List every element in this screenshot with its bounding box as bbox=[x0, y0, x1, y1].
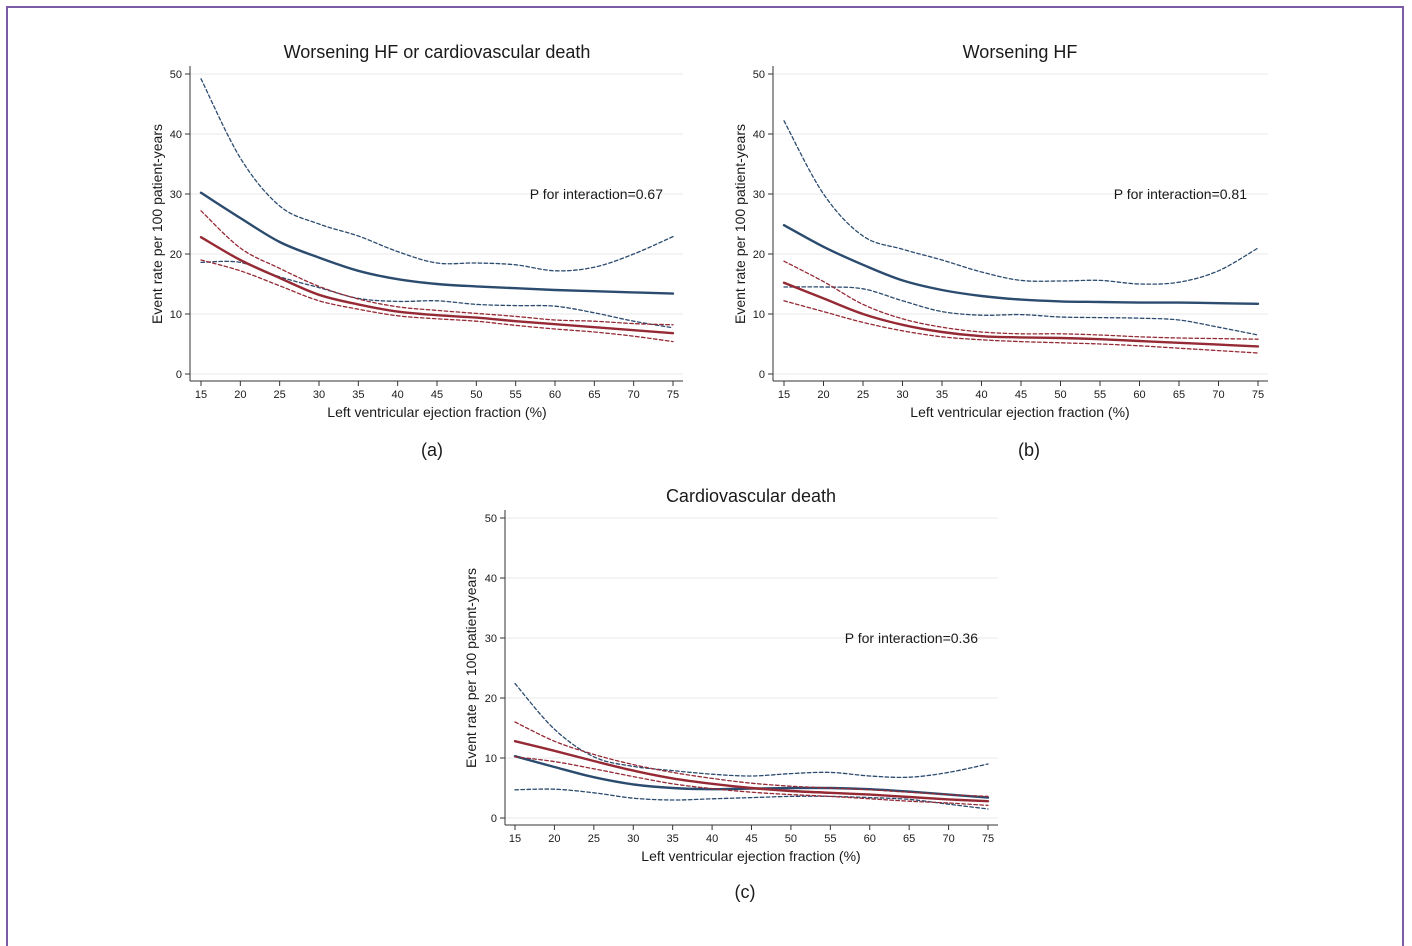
panel-a-caption: (a) bbox=[421, 440, 443, 460]
panel-a-y-tick-label: 10 bbox=[170, 309, 182, 321]
panel-a-series-ci-line bbox=[200, 260, 674, 329]
panel-c-x-tick-label: 45 bbox=[745, 833, 757, 845]
panel-b-x-tick-label: 20 bbox=[817, 389, 829, 401]
panel-c-x-tick-label: 40 bbox=[706, 833, 718, 845]
panel-b-x-tick-label: 30 bbox=[896, 389, 908, 401]
panel-a-y-tick-label: 20 bbox=[170, 249, 182, 261]
panel-c-x-tick-label: 35 bbox=[667, 833, 679, 845]
panel-b-annotation: P for interaction=0.81 bbox=[1114, 186, 1247, 202]
panel-b-y-tick-label: 10 bbox=[753, 309, 765, 321]
panel-c-series-ci-line bbox=[514, 682, 989, 779]
panel-c-y-tick-label: 30 bbox=[485, 633, 497, 645]
panel-c-series-estimate-line bbox=[513, 740, 990, 803]
panel-b-ylabel: Event rate per 100 patient-years bbox=[732, 124, 748, 324]
panel-a-x-tick-label: 55 bbox=[510, 389, 522, 401]
panel-a-y-tick-label: 0 bbox=[176, 369, 182, 381]
panel-b-y-tick-label: 40 bbox=[753, 129, 765, 141]
panel-c-y-tick-label: 50 bbox=[485, 513, 497, 525]
panel-a-y-tick-label: 50 bbox=[170, 69, 182, 81]
panel-b-x-tick-label: 70 bbox=[1212, 389, 1224, 401]
panel-b-x-tick-label: 50 bbox=[1054, 389, 1066, 401]
panel-c-x-tick-label: 55 bbox=[824, 833, 836, 845]
panel-c-caption: (c) bbox=[735, 882, 756, 902]
panel-a-series-ci-line bbox=[200, 210, 674, 326]
panel-b-y-tick-label: 20 bbox=[753, 249, 765, 261]
panel-b-y-tick-label: 30 bbox=[753, 189, 765, 201]
panel-b-series-ci-line bbox=[783, 260, 1259, 340]
panel-c-annotation: P for interaction=0.36 bbox=[845, 630, 978, 646]
panel-c-x-tick-label: 25 bbox=[588, 833, 600, 845]
panel-c-x-tick-label: 50 bbox=[785, 833, 797, 845]
panel-b-series-estimate-line bbox=[782, 281, 1260, 348]
panel-a-x-tick-label: 60 bbox=[549, 389, 561, 401]
panel-a: Worsening HF or cardiovascular death Lef… bbox=[149, 42, 683, 460]
panel-b-x-tick-label: 25 bbox=[857, 389, 869, 401]
panel-a-series-ci-line bbox=[200, 78, 674, 272]
panel-b-x-tick-label: 15 bbox=[778, 389, 790, 401]
panel-b-y-tick-label: 0 bbox=[759, 369, 765, 381]
panel-b-series-ci-line bbox=[783, 120, 1259, 285]
panel-c: Cardiovascular death Left ventricular ej… bbox=[463, 486, 998, 902]
panel-c-y-tick-label: 40 bbox=[485, 573, 497, 585]
panel-a-x-tick-label: 75 bbox=[667, 389, 679, 401]
panel-c-ylabel: Event rate per 100 patient-years bbox=[463, 568, 479, 768]
panel-c-title: Cardiovascular death bbox=[666, 486, 836, 506]
panel-a-x-tick-label: 50 bbox=[470, 389, 482, 401]
panel-b-xlabel: Left ventricular ejection fraction (%) bbox=[910, 404, 1129, 420]
panel-c-y-tick-label: 10 bbox=[485, 753, 497, 765]
panel-c-x-tick-label: 65 bbox=[903, 833, 915, 845]
figure-frame bbox=[6, 6, 1404, 946]
panel-a-xlabel: Left ventricular ejection fraction (%) bbox=[327, 404, 546, 420]
panel-c-series-ci-line bbox=[514, 721, 989, 798]
panel-c-x-tick-label: 20 bbox=[548, 833, 560, 845]
panel-b-caption: (b) bbox=[1018, 440, 1040, 460]
panel-a-ylabel: Event rate per 100 patient-years bbox=[149, 124, 165, 324]
panel-c-series-ci-line bbox=[514, 788, 989, 810]
panel-b-series-ci-line bbox=[783, 286, 1259, 336]
panel-c-x-tick-label: 60 bbox=[864, 833, 876, 845]
panel-a-series-estimate-line bbox=[199, 236, 675, 335]
panel-b-series-ci-line bbox=[783, 300, 1259, 354]
panel-c-x-tick-label: 15 bbox=[509, 833, 521, 845]
panel-c-x-tick-label: 75 bbox=[982, 833, 994, 845]
panel-a-series-estimate-line bbox=[199, 191, 675, 295]
panel-a-y-tick-label: 30 bbox=[170, 189, 182, 201]
panel-c-xlabel: Left ventricular ejection fraction (%) bbox=[641, 848, 860, 864]
panel-a-x-tick-label: 25 bbox=[274, 389, 286, 401]
panel-a-x-tick-label: 45 bbox=[431, 389, 443, 401]
panel-b-y-tick-label: 50 bbox=[753, 69, 765, 81]
panel-b-x-tick-label: 75 bbox=[1252, 389, 1264, 401]
panel-a-y-tick-label: 40 bbox=[170, 129, 182, 141]
panel-b-x-tick-label: 55 bbox=[1094, 389, 1106, 401]
panel-c-y-tick-label: 0 bbox=[491, 813, 497, 825]
panel-b-x-tick-label: 60 bbox=[1133, 389, 1145, 401]
panel-a-title: Worsening HF or cardiovascular death bbox=[284, 42, 591, 62]
panel-b-x-tick-label: 35 bbox=[936, 389, 948, 401]
panel-b-x-tick-label: 65 bbox=[1173, 389, 1185, 401]
panel-a-x-tick-label: 15 bbox=[195, 389, 207, 401]
panel-c-x-tick-label: 30 bbox=[627, 833, 639, 845]
panel-a-x-tick-label: 70 bbox=[628, 389, 640, 401]
panel-b-title: Worsening HF bbox=[963, 42, 1078, 62]
panel-a-x-tick-label: 65 bbox=[588, 389, 600, 401]
panel-c-x-tick-label: 70 bbox=[942, 833, 954, 845]
panel-a-x-tick-label: 40 bbox=[392, 389, 404, 401]
panel-b: Worsening HF Left ventricular ejection f… bbox=[732, 42, 1268, 460]
panel-a-x-tick-label: 35 bbox=[352, 389, 364, 401]
panel-c-y-tick-label: 20 bbox=[485, 693, 497, 705]
panel-a-x-tick-label: 30 bbox=[313, 389, 325, 401]
panel-b-x-tick-label: 40 bbox=[975, 389, 987, 401]
panel-c-series-ci-line bbox=[514, 756, 989, 807]
panel-b-series-estimate-line bbox=[782, 224, 1260, 305]
panel-a-x-tick-label: 20 bbox=[234, 389, 246, 401]
panel-a-annotation: P for interaction=0.67 bbox=[530, 186, 663, 202]
panel-a-series-ci-line bbox=[200, 259, 674, 343]
panel-b-x-tick-label: 45 bbox=[1015, 389, 1027, 401]
